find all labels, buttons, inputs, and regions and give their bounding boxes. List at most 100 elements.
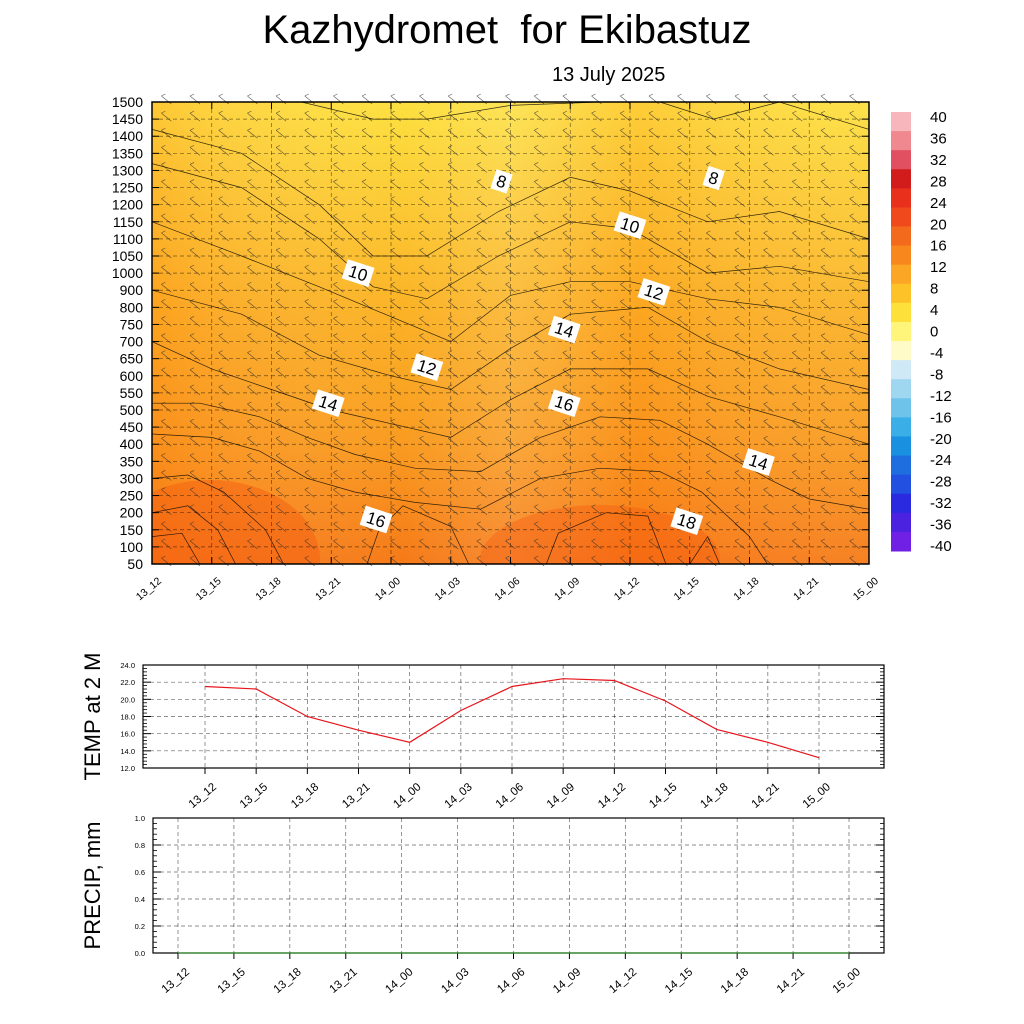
wind-barb	[218, 230, 229, 242]
wind-barb	[218, 145, 229, 156]
contour-line	[152, 532, 201, 564]
wind-barb	[333, 435, 344, 447]
colorbar-label: 24	[930, 195, 947, 212]
wind-barb	[734, 145, 746, 156]
wind-barb	[648, 145, 660, 156]
wind-barb	[304, 162, 315, 173]
wind-barb	[792, 401, 803, 413]
wind-barb	[161, 213, 172, 225]
wind-barb	[189, 316, 201, 327]
wind-barb	[361, 196, 373, 207]
contour-label-bg	[613, 211, 647, 240]
wind-barb	[648, 470, 660, 481]
x-tick-label: 15_00	[831, 966, 863, 996]
wind-barb	[275, 401, 287, 413]
colorbar-swatch	[891, 531, 911, 552]
wind-barb	[533, 418, 545, 430]
wind-barb	[447, 470, 459, 481]
wind-barb	[247, 521, 258, 533]
x-tick-label: 14_15	[647, 781, 679, 811]
wind-barb	[189, 145, 201, 156]
wind-barb	[218, 418, 229, 430]
wind-barb	[533, 435, 545, 447]
wind-barb	[763, 281, 774, 293]
y-tick-label: 1150	[113, 214, 143, 230]
y-tick-label: 700	[120, 334, 144, 350]
wind-barb	[247, 384, 258, 396]
wind-barb	[361, 435, 373, 447]
wind-barb	[304, 470, 315, 481]
wind-barb	[218, 333, 229, 344]
wind-barb	[304, 213, 315, 225]
colorbar-label: -24	[930, 452, 952, 469]
wind-barb	[505, 504, 516, 515]
x-tick-label: 13_12	[160, 966, 192, 996]
wind-barb	[505, 127, 516, 139]
wind-barb	[390, 264, 401, 276]
wind-barb	[533, 179, 545, 190]
wind-barb	[333, 196, 344, 207]
wind-barb	[390, 145, 401, 156]
colorbar-swatch	[891, 321, 911, 342]
wind-barb	[820, 521, 832, 533]
wind-barb	[734, 487, 746, 498]
wind-barb	[304, 299, 315, 310]
x-tick-label: 13_15	[238, 781, 270, 811]
colorbar-swatch	[891, 264, 911, 285]
wind-barb	[734, 435, 746, 447]
wind-barb	[792, 367, 803, 379]
x-tick-label: 13_12	[134, 575, 164, 603]
x-tick-label: 14_15	[672, 575, 702, 603]
wind-barb	[677, 453, 688, 464]
wind-barb	[361, 333, 373, 344]
wind-barb	[333, 281, 344, 293]
wind-barb	[763, 213, 774, 225]
wind-barb	[476, 281, 488, 293]
wind-barb	[620, 110, 631, 122]
wind-barb	[677, 110, 688, 122]
wind-barb	[304, 487, 315, 498]
wind-barb	[247, 367, 258, 379]
colorbar-swatch	[891, 169, 911, 189]
contour-label-bg	[341, 259, 375, 287]
wind-barb	[419, 504, 430, 515]
wind-barb	[505, 230, 516, 242]
wind-barb	[476, 110, 488, 122]
wind-barb	[677, 213, 688, 225]
wind-barb	[792, 162, 803, 173]
wind-barb	[734, 264, 746, 276]
wind-barb	[533, 162, 545, 173]
y-tick-label: 16.0	[120, 730, 135, 739]
wind-barb	[648, 384, 660, 396]
wind-barb	[734, 281, 746, 293]
wind-barb	[620, 504, 631, 515]
wind-barb	[390, 127, 401, 139]
wind-barb	[189, 453, 201, 464]
wind-barb	[562, 453, 574, 464]
wind-barb	[533, 264, 545, 276]
wind-barb	[763, 504, 774, 515]
wind-barb	[419, 521, 430, 533]
wind-barb	[648, 401, 660, 413]
wind-barb	[591, 418, 602, 430]
wind-barb	[333, 384, 344, 396]
colorbar-swatch	[891, 379, 911, 399]
wind-barb	[620, 401, 631, 413]
wind-barb	[763, 367, 774, 379]
contour-label-bg	[490, 169, 513, 194]
wind-barb	[820, 401, 832, 413]
wind-barb	[161, 110, 172, 122]
wind-barb	[189, 179, 201, 190]
x-tick-label: 13_21	[313, 575, 343, 603]
wind-barb	[677, 418, 688, 430]
x-tick-label: 14_18	[719, 966, 751, 996]
wind-barb	[820, 367, 832, 379]
wind-barb	[591, 521, 602, 533]
wind-barb	[533, 299, 545, 310]
wind-barb	[562, 367, 574, 379]
wind-barb	[734, 247, 746, 259]
contour-label: 12	[637, 278, 671, 306]
colorbar: 4036322824201612840-4-8-12-16-20-24-28-3…	[891, 109, 952, 555]
wind-barb	[161, 435, 172, 447]
y-tick-label: 20.0	[120, 695, 135, 704]
